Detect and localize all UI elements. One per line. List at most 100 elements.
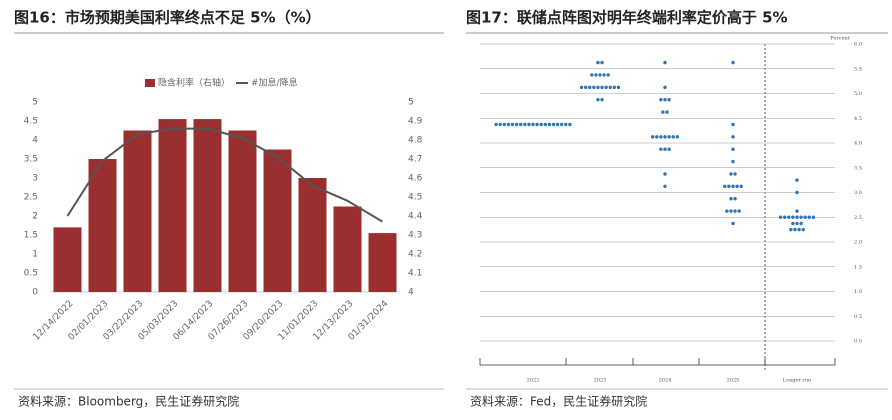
dot (514, 122, 519, 127)
dot (731, 147, 735, 151)
y-tick-label: 2.5 (24, 193, 38, 203)
dot (787, 215, 791, 219)
bar (228, 130, 257, 292)
y-tick-label: 5.5 (854, 66, 862, 72)
dot (510, 122, 515, 127)
dot (535, 122, 539, 127)
x-tick-label: 2024 (659, 378, 672, 384)
y2-tick-label: 4.2 (408, 250, 422, 260)
dot (579, 85, 584, 90)
y-tick-label: 1.0 (854, 289, 862, 295)
dot (560, 122, 564, 127)
dot (659, 135, 663, 139)
dot (733, 172, 737, 176)
line (66, 127, 384, 223)
y-tick-label: 5 (32, 98, 38, 108)
dot (604, 85, 608, 90)
dot (675, 135, 679, 139)
dot (519, 122, 523, 127)
bar (298, 178, 327, 292)
dot (551, 122, 556, 127)
dot (793, 227, 797, 232)
dot (498, 122, 502, 127)
dot (663, 135, 667, 139)
y2-tick-label: 4.5 (408, 193, 422, 203)
dot (733, 209, 737, 213)
y-tick-label: 4.0 (854, 141, 862, 147)
dot (659, 97, 663, 102)
y-tick-label: 0.5 (854, 314, 862, 320)
source: 资料来源：Bloomberg，民生证券研究院 (18, 394, 239, 409)
y2-tick-label: 4.7 (408, 155, 422, 165)
dot (616, 85, 621, 90)
y-tick-label: 3.0 (854, 190, 862, 196)
dot (663, 60, 667, 65)
dot (596, 85, 600, 90)
dot (596, 60, 600, 65)
y-tick-label: 2 (32, 212, 38, 222)
y-tick-label: 1.5 (854, 264, 862, 270)
dot (735, 184, 739, 189)
y-tick-label: 2.5 (854, 215, 862, 221)
bar (263, 149, 292, 292)
dot (801, 227, 805, 232)
y-tick-label: 2.0 (854, 240, 862, 246)
dot (729, 172, 733, 176)
dot (598, 73, 602, 77)
dot (494, 122, 498, 127)
dot (568, 122, 572, 127)
dot (811, 215, 816, 219)
dot (731, 184, 735, 189)
dot (663, 172, 667, 176)
y-tick-label: 4.5 (854, 116, 862, 122)
chart-title: 图16：市场预期美国利率终点不足 5%（%） (14, 9, 321, 27)
y-tick-label: 0.5 (24, 269, 38, 279)
y2-tick-label: 4.1 (408, 269, 422, 279)
dot (588, 85, 592, 90)
y-tick-label: 1.5 (24, 231, 38, 241)
dot (539, 122, 543, 127)
dot (739, 184, 743, 189)
y2-tick-label: 5 (408, 98, 414, 108)
y-tick-label: 5.0 (854, 91, 862, 97)
dot (600, 60, 604, 65)
y-tick-label: 4.5 (24, 117, 38, 127)
dot (737, 209, 741, 213)
y-tick-label: 0 (32, 288, 38, 298)
dot (661, 110, 665, 114)
y2-tick-label: 4.6 (408, 174, 423, 184)
dot (807, 215, 811, 219)
dot (803, 215, 807, 219)
dot (596, 97, 600, 102)
dot (663, 97, 667, 102)
y-tick-label: 3.5 (24, 155, 38, 165)
dot (583, 85, 588, 90)
bar (53, 227, 82, 292)
dot (795, 209, 799, 213)
dot (564, 122, 568, 127)
y-tick-label: 6.0 (854, 42, 862, 48)
dot (799, 215, 803, 219)
dot (795, 221, 799, 226)
dot (608, 85, 612, 90)
dot (594, 73, 598, 77)
dot (600, 97, 604, 102)
dot (663, 147, 667, 151)
dot (543, 122, 547, 127)
dot (651, 135, 655, 139)
source: 资料来源：Fed，民生证券研究院 (470, 394, 647, 409)
bar (333, 206, 362, 292)
dot (671, 135, 675, 139)
y-tick-label: 1 (32, 250, 38, 260)
dot (725, 209, 729, 213)
y2-tick-label: 4.4 (408, 212, 423, 222)
dot (667, 97, 671, 102)
dot (590, 73, 594, 77)
y-tick-label: 3.5 (854, 165, 862, 171)
dot (506, 122, 511, 127)
dot (665, 110, 669, 114)
dot (791, 221, 795, 226)
y-tick-label: 3 (32, 174, 38, 184)
dot (655, 135, 659, 139)
